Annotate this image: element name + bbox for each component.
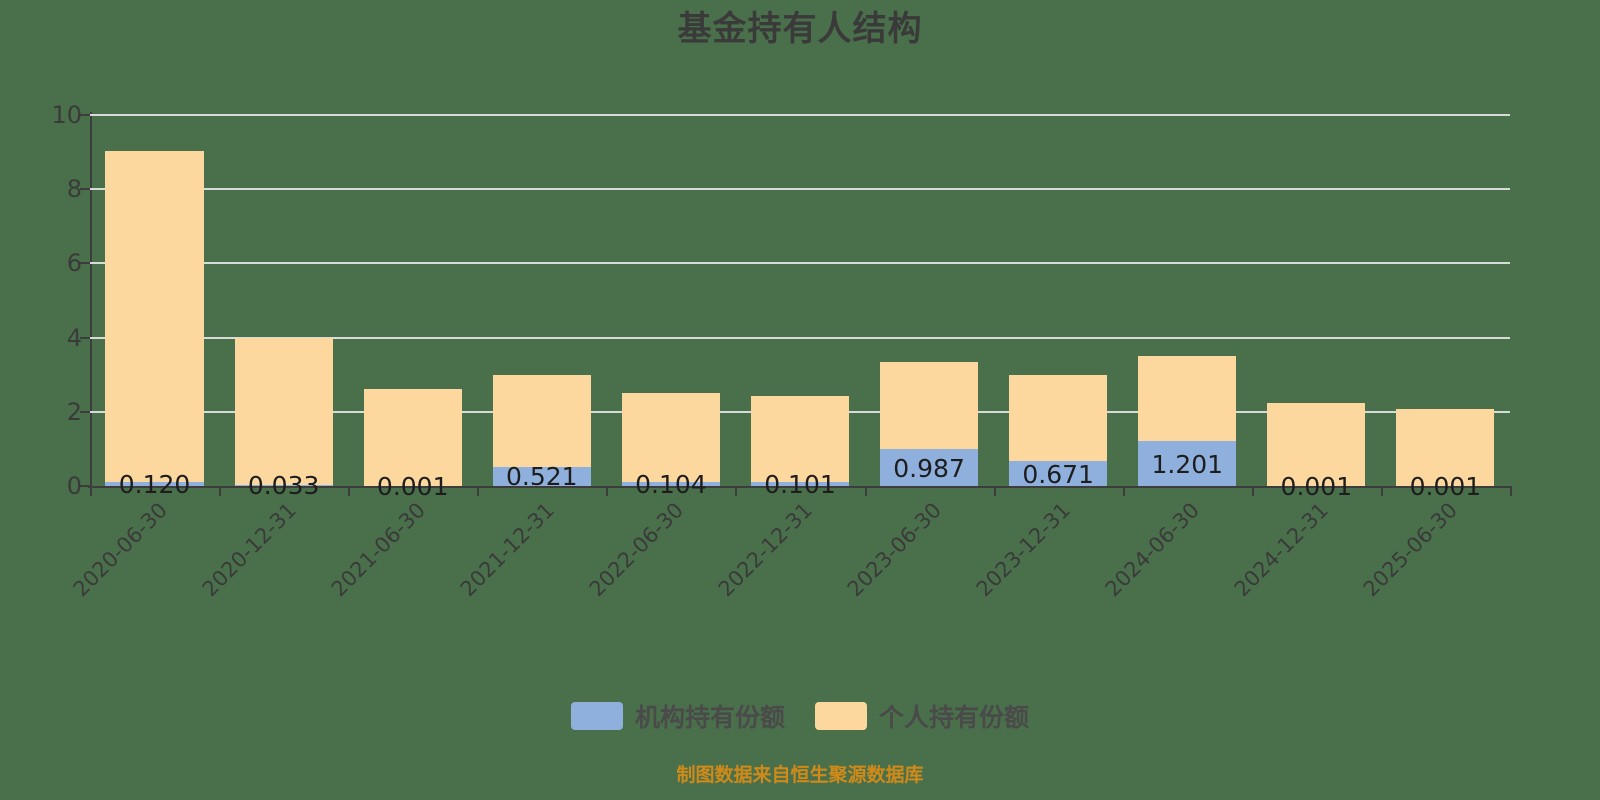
legend-swatch	[815, 702, 867, 730]
bar-segment-institutional[interactable]	[621, 482, 720, 486]
gridline	[90, 336, 1510, 339]
bar-segment-institutional[interactable]	[1138, 441, 1237, 486]
bar-segment-institutional[interactable]	[880, 449, 979, 486]
bar-segment-institutional[interactable]	[492, 466, 591, 486]
bar-segment-individual[interactable]	[1267, 402, 1366, 486]
bar-value-label: 0.001	[1409, 471, 1482, 501]
legend-label: 个人持有份额	[879, 703, 1030, 732]
bar-group[interactable]: 0.001	[1267, 115, 1366, 501]
bar-value-label: 0.671	[1022, 459, 1094, 489]
bar-value-label: 0.987	[893, 453, 965, 483]
x-tick-label: 2022-06-30	[584, 498, 688, 602]
y-axis-title: (亿份)	[0, 118, 2, 168]
x-axis-line	[88, 486, 1512, 488]
bar-segment-individual[interactable]	[621, 393, 720, 483]
bar-segment-individual[interactable]	[105, 151, 204, 482]
bar-segment-institutional[interactable]	[234, 484, 333, 486]
x-tick-label: 2020-06-30	[68, 498, 172, 602]
legend-item[interactable]: 机构持有份额	[570, 698, 785, 734]
bar-value-label: 0.104	[635, 470, 707, 500]
bar-group[interactable]: 1.201	[1138, 115, 1237, 486]
bar-value-label: 1.201	[1151, 449, 1224, 479]
y-tick-label: 10	[51, 101, 82, 129]
bar-group[interactable]: 0.033	[234, 115, 333, 500]
bar-value-label: 0.101	[764, 470, 836, 500]
y-tick-mark	[80, 114, 90, 116]
chart-title: 基金持有人结构	[677, 9, 923, 49]
x-tick-mark	[90, 486, 92, 496]
bar-value-label: 0.120	[118, 469, 191, 499]
y-tick-label: 0	[66, 472, 82, 500]
bar-segment-individual[interactable]	[492, 374, 591, 467]
y-axis-line	[90, 112, 92, 489]
x-tick-mark	[1251, 486, 1254, 496]
x-tick-mark	[1122, 486, 1125, 496]
x-tick-mark	[1380, 486, 1383, 496]
bar-segment-institutional[interactable]	[750, 482, 850, 486]
plot-area: 0.120 0.033 0.001 0.521 0.104 0.101 0.987 0.671…	[90, 115, 1510, 501]
x-tick-label: 2020-12-31	[197, 498, 301, 602]
x-tick-label: 2022-12-31	[713, 498, 817, 602]
x-tick-mark	[219, 486, 222, 496]
bar-segment-individual[interactable]	[1396, 408, 1495, 486]
x-tick-label: 2024-06-30	[1100, 498, 1205, 602]
y-tick-label: 8	[66, 175, 82, 204]
y-tick-label: 2	[66, 397, 82, 426]
bar-value-label: 0.001	[1280, 471, 1353, 501]
y-tick-mark	[80, 188, 90, 191]
bar-group[interactable]: 0.671	[1009, 115, 1108, 489]
x-tick-label: 2023-06-30	[842, 498, 947, 602]
bar-segment-individual[interactable]	[234, 337, 333, 485]
x-tick-mark	[606, 486, 609, 496]
bar-group[interactable]: 0.001	[1396, 115, 1495, 501]
bar-value-label: 0.521	[506, 462, 578, 492]
bar-group[interactable]: 0.521	[492, 115, 591, 491]
x-tick-label: 2025-06-30	[1359, 498, 1463, 602]
bar-segment-institutional[interactable]	[105, 481, 204, 486]
bar-value-label: 0.033	[247, 471, 320, 501]
x-tick-mark	[348, 486, 351, 496]
legend-label: 机构持有份额	[634, 703, 785, 732]
bar-group[interactable]: 0.104	[621, 115, 720, 499]
bar-segment-individual[interactable]	[880, 362, 979, 450]
bar-group[interactable]: 0.001	[363, 115, 462, 501]
y-tick-label: 4	[66, 323, 82, 352]
y-tick-mark	[80, 336, 90, 339]
x-tick-label: 2024-12-31	[1230, 498, 1334, 602]
bar-segment-individual[interactable]	[750, 396, 850, 483]
y-tick-mark	[80, 262, 90, 265]
y-tick-mark	[80, 485, 90, 487]
gridline	[90, 188, 1510, 191]
x-tick-mark	[735, 486, 738, 496]
bar-group[interactable]: 0.120	[105, 115, 204, 499]
x-tick-mark	[1510, 486, 1512, 496]
x-tick-label: 2023-12-31	[971, 498, 1076, 602]
bar-value-label: 0.001	[376, 471, 449, 501]
x-tick-label: 2021-06-30	[326, 498, 430, 602]
gridline	[90, 114, 1510, 116]
chart-legend: 机构持有份额 个人持有份额	[0, 698, 1600, 734]
footer-note: 制图数据来自恒生聚源数据库	[676, 764, 924, 786]
bar-segment-individual[interactable]	[1138, 356, 1237, 442]
x-tick-mark	[864, 486, 867, 496]
x-tick-label: 2021-12-31	[455, 498, 559, 602]
x-tick-mark	[993, 486, 996, 496]
bar-group[interactable]: 0.101	[750, 115, 850, 499]
bar-segment-institutional[interactable]	[1009, 461, 1108, 486]
x-tick-mark	[477, 486, 480, 496]
y-tick-label: 6	[66, 249, 82, 278]
legend-item[interactable]: 个人持有份额	[815, 698, 1029, 734]
y-tick-mark	[80, 410, 90, 413]
gridline	[90, 262, 1510, 265]
bar-group[interactable]: 0.987	[880, 115, 979, 486]
bar-segment-individual[interactable]	[363, 388, 462, 486]
bar-segment-individual[interactable]	[1009, 374, 1108, 462]
legend-swatch	[570, 702, 623, 730]
